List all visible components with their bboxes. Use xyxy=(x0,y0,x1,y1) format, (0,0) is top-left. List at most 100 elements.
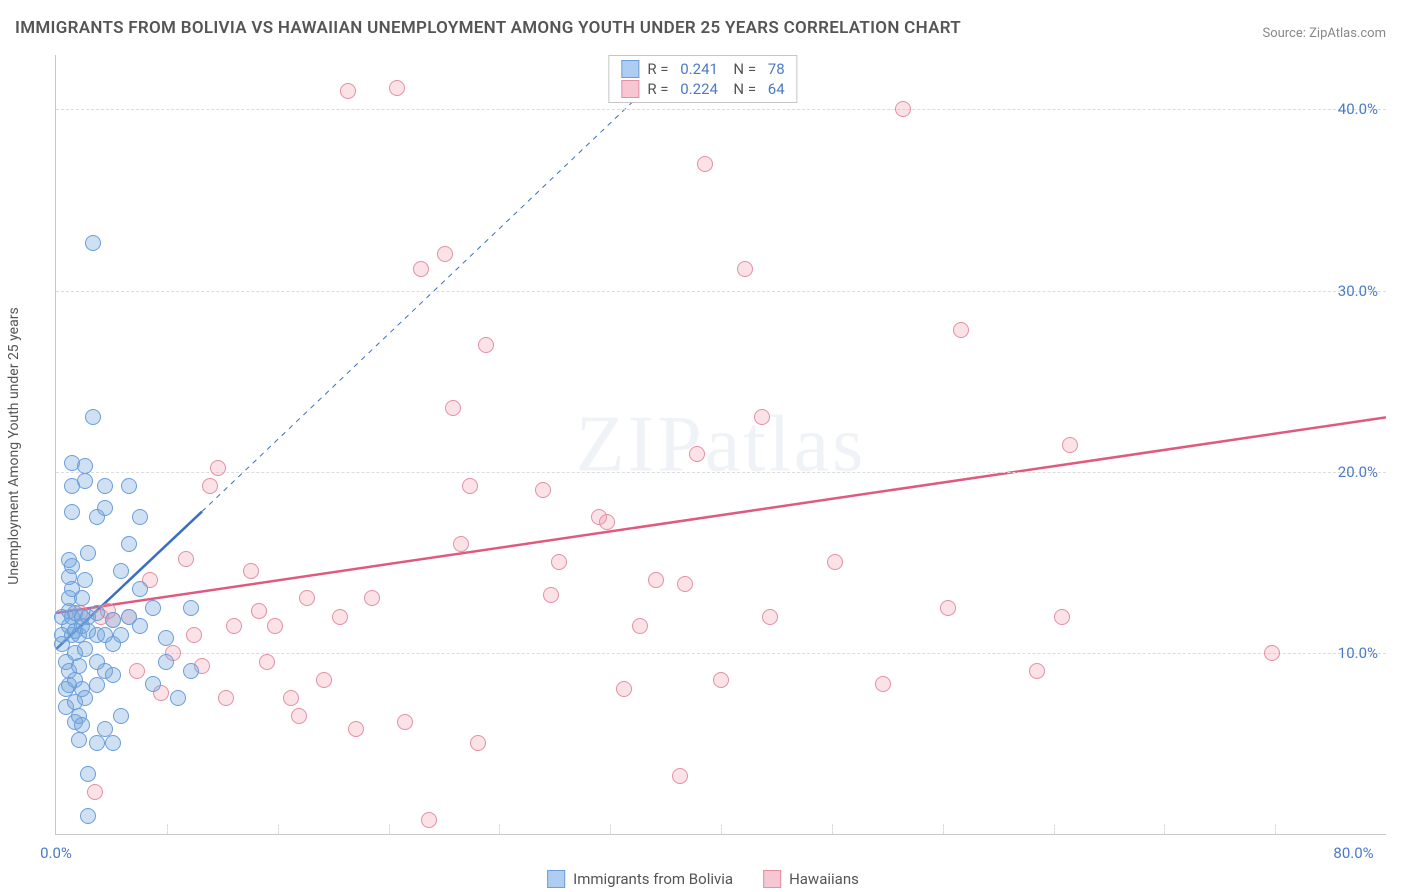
series-b-marker xyxy=(599,514,615,530)
y-tick-label: 20.0% xyxy=(1338,463,1378,481)
series-b-marker xyxy=(827,554,843,570)
series-b-marker xyxy=(737,261,753,277)
series-a-marker xyxy=(85,235,101,251)
series-b-marker xyxy=(713,672,729,688)
x-minor-tick xyxy=(389,824,390,834)
series-a-marker xyxy=(85,409,101,425)
series-a-marker xyxy=(183,663,199,679)
series-b-marker xyxy=(202,478,218,494)
series-b-marker xyxy=(1054,609,1070,625)
series-b-marker xyxy=(875,676,891,692)
series-b-marker xyxy=(453,536,469,552)
series-a-marker xyxy=(80,808,96,824)
n-label: N = xyxy=(726,80,760,98)
series-b-marker xyxy=(470,735,486,751)
series-b-marker xyxy=(340,83,356,99)
series-a-marker xyxy=(105,667,121,683)
series-b-marker xyxy=(677,576,693,592)
swatch-series-a xyxy=(621,60,639,78)
series-b-marker xyxy=(332,609,348,625)
legend-item-a: Immigrants from Bolivia xyxy=(547,870,733,888)
series-b-marker xyxy=(389,80,405,96)
x-minor-tick xyxy=(499,824,500,834)
y-tick-label: 10.0% xyxy=(1338,644,1378,662)
series-a-marker xyxy=(105,735,121,751)
series-b-marker xyxy=(283,690,299,706)
series-b-marker xyxy=(689,446,705,462)
x-tick-label: 80.0% xyxy=(1333,844,1373,862)
series-b-marker xyxy=(364,590,380,606)
chart-title: IMMIGRANTS FROM BOLIVIA VS HAWAIIAN UNEM… xyxy=(15,18,961,38)
series-b-marker xyxy=(316,672,332,688)
series-b-marker xyxy=(762,609,778,625)
series-a-marker xyxy=(121,478,137,494)
series-b-marker xyxy=(348,721,364,737)
x-minor-tick xyxy=(832,824,833,834)
series-b-marker xyxy=(437,246,453,262)
series-b-marker xyxy=(397,714,413,730)
series-b-marker xyxy=(1264,645,1280,661)
series-a-marker xyxy=(97,721,113,737)
series-a-marker xyxy=(132,618,148,634)
series-a-marker xyxy=(132,581,148,597)
r-value-b: 0.224 xyxy=(680,80,718,98)
swatch-b-icon xyxy=(763,870,781,888)
series-a-marker xyxy=(80,766,96,782)
series-b-marker xyxy=(953,322,969,338)
x-minor-tick xyxy=(610,824,611,834)
gridline-h xyxy=(56,109,1386,110)
series-a-marker xyxy=(64,558,80,574)
series-a-marker xyxy=(158,654,174,670)
series-b-marker xyxy=(218,690,234,706)
plot-area: ZIPatlas 10.0%20.0%30.0%40.0%0.0%80.0% xyxy=(55,55,1386,835)
series-a-marker xyxy=(121,536,137,552)
series-b-marker xyxy=(535,482,551,498)
x-tick-label: 0.0% xyxy=(40,844,72,862)
series-b-marker xyxy=(754,409,770,425)
series-b-marker xyxy=(421,812,437,828)
series-b-marker xyxy=(87,784,103,800)
series-b-marker xyxy=(299,590,315,606)
series-a-marker xyxy=(113,563,129,579)
series-b-marker xyxy=(551,554,567,570)
series-b-marker xyxy=(462,478,478,494)
legend-row-b: R = 0.224 N = 64 xyxy=(621,80,784,98)
series-a-marker xyxy=(132,509,148,525)
x-minor-tick xyxy=(1164,824,1165,834)
series-b-marker xyxy=(478,337,494,353)
r-value-a: 0.241 xyxy=(680,60,718,78)
legend-item-b: Hawaiians xyxy=(763,870,859,888)
series-a-marker xyxy=(89,677,105,693)
series-a-marker xyxy=(113,708,129,724)
y-axis-label: Unemployment Among Youth under 25 years xyxy=(6,307,22,584)
series-b-marker xyxy=(895,101,911,117)
series-a-marker xyxy=(145,600,161,616)
series-a-marker xyxy=(97,500,113,516)
series-b-marker xyxy=(210,460,226,476)
gridline-h xyxy=(56,653,1386,654)
regression-lines xyxy=(56,55,1386,834)
swatch-a-icon xyxy=(547,870,565,888)
series-a-marker xyxy=(113,627,129,643)
series-b-marker xyxy=(1062,437,1078,453)
series-b-marker xyxy=(648,572,664,588)
series-b-marker xyxy=(616,681,632,697)
series-a-marker xyxy=(74,717,90,733)
series-b-marker xyxy=(697,156,713,172)
series-a-marker xyxy=(77,690,93,706)
series-b-marker xyxy=(543,587,559,603)
series-b-marker xyxy=(445,400,461,416)
gridline-h xyxy=(56,291,1386,292)
series-b-marker xyxy=(632,618,648,634)
source-label: Source: ZipAtlas.com xyxy=(1262,26,1386,41)
r-label: R = xyxy=(647,80,672,98)
series-a-marker xyxy=(183,600,199,616)
series-b-marker xyxy=(226,618,242,634)
series-a-marker xyxy=(145,676,161,692)
watermark-text: ZIPatlas xyxy=(576,399,867,490)
series-legend: Immigrants from Bolivia Hawaiians xyxy=(547,870,859,888)
x-minor-tick xyxy=(1054,824,1055,834)
series-a-marker xyxy=(71,658,87,674)
series-b-marker xyxy=(291,708,307,724)
x-minor-tick xyxy=(943,824,944,834)
